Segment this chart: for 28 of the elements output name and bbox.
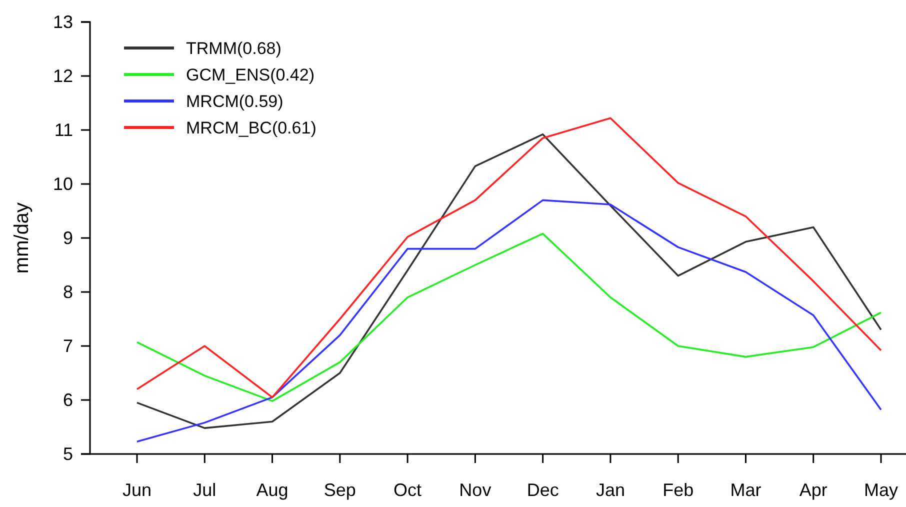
y-tick-label: 5 — [62, 444, 73, 464]
x-tick-label: Apr — [799, 480, 828, 500]
x-tick-label: Dec — [526, 480, 559, 500]
x-tick-label: Oct — [394, 480, 422, 500]
y-tick-label: 9 — [62, 228, 73, 248]
y-tick-label: 10 — [52, 174, 73, 194]
y-tick-label: 8 — [62, 282, 73, 302]
x-tick-label: Jul — [193, 480, 216, 500]
x-tick-label: Mar — [730, 480, 762, 500]
x-tick-label: May — [864, 480, 898, 500]
y-tick-label: 11 — [54, 120, 73, 140]
legend-label: MRCM(0.59) — [186, 92, 284, 111]
line-series — [136, 199, 882, 442]
x-tick-label: Aug — [256, 480, 288, 500]
y-tick-label: 12 — [52, 66, 73, 86]
x-tick-label: Sep — [324, 480, 356, 500]
legend-label: GCM_ENS(0.42) — [186, 66, 314, 84]
line-series — [136, 232, 882, 402]
legend-label: MRCM_BC(0.61) — [186, 118, 316, 138]
x-tick-label: Jun — [122, 480, 152, 500]
legend-label: TRMM(0.68) — [186, 39, 282, 58]
y-axis-title: mm/day — [11, 202, 33, 274]
x-tick-label: Nov — [459, 480, 492, 500]
y-tick-label: 6 — [62, 390, 73, 410]
x-tick-label: Feb — [662, 480, 694, 500]
y-tick-label: 7 — [62, 336, 73, 356]
y-tick-label: 13 — [52, 12, 73, 32]
x-tick-label: Jan — [596, 480, 625, 500]
